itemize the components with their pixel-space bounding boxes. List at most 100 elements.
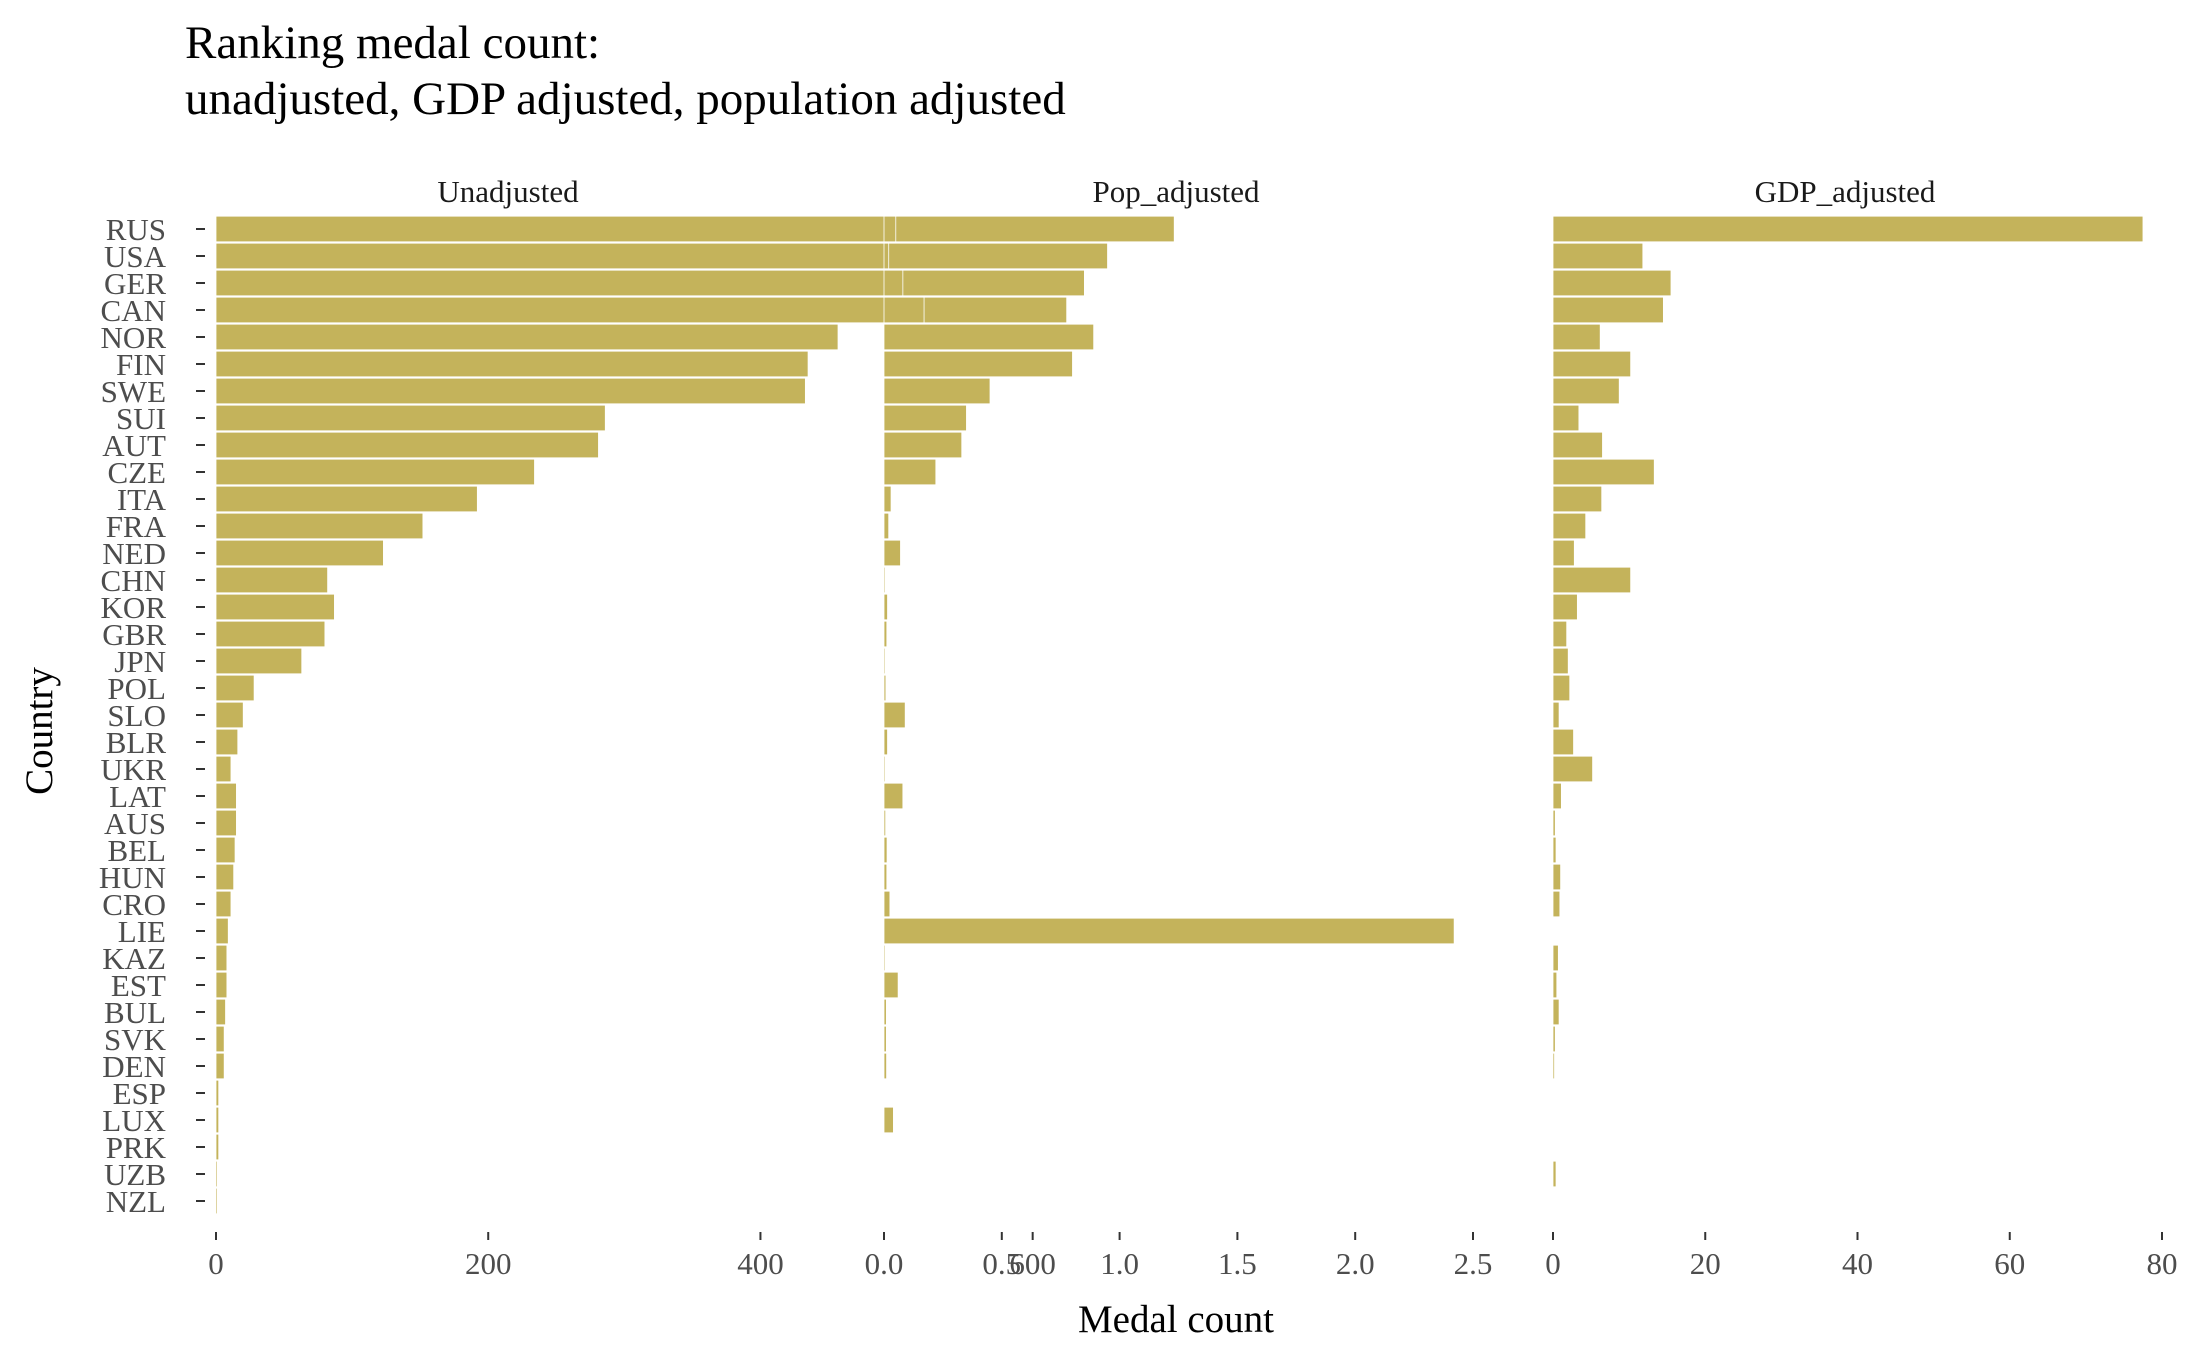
bar-unadjusted-den [215,1052,225,1080]
y-tick-label-aut: AUT [102,428,166,463]
bar-unadjusted-rus [215,215,1175,243]
y-tick-label-jpn: JPN [114,644,166,679]
bar-pop-adjusted-rus [883,215,897,243]
x-tick-label-pop-adjusted-0: 0.0 [865,1246,904,1281]
bar-gdp-adjusted-ukr [1552,755,1593,783]
bar-pop-adjusted-lat [883,782,904,810]
bar-gdp-adjusted-jpn [1552,647,1569,675]
bar-unadjusted-cro [215,890,232,918]
y-tick-label-cro: CRO [102,887,166,922]
bar-unadjusted-lat [215,782,237,810]
bar-unadjusted-nzl [215,1187,218,1215]
x-tick-label-pop-adjusted-4: 2.0 [1336,1246,1375,1281]
bar-unadjusted-ned [215,539,384,567]
y-tick-label-nzl: NZL [106,1184,166,1219]
bar-gdp-adjusted-aus [1552,809,1556,837]
bar-pop-adjusted-aus [883,809,887,837]
bar-unadjusted-aut [215,431,599,459]
y-tick-label-blr: BLR [106,725,167,760]
x-tick-label-unadjusted-3: 600 [1009,1246,1056,1281]
x-tick-label-unadjusted-0: 0 [208,1246,224,1281]
bar-pop-adjusted-swe [883,377,991,405]
bar-unadjusted-bul [215,998,226,1026]
bar-gdp-adjusted-esp [1552,1079,1555,1107]
bar-unadjusted-blr [215,728,239,756]
y-tick-label-pol: POL [107,671,166,706]
x-axis-title: Medal count [1078,1298,1274,1341]
bar-gdp-adjusted-kaz [1552,944,1559,972]
y-tick-label-lie: LIE [118,914,166,949]
y-tick-label-usa: USA [104,239,167,274]
bar-pop-adjusted-slo [883,701,906,729]
panel-gdp-adjusted: GDP_adjusted 0 20 40 60 80 [1545,174,2177,1281]
bar-gdp-adjusted-den [1552,1052,1555,1080]
bar-unadjusted-can [215,296,1068,324]
y-tick-label-fra: FRA [106,509,167,544]
bar-pop-adjusted-est [883,971,899,999]
bar-pop-adjusted-gbr [883,620,888,648]
bar-pop-adjusted-bel [883,836,888,864]
x-tick-label-gdp-adjusted-4: 80 [2147,1246,2178,1281]
bar-pop-adjusted-esp [883,1079,886,1107]
bar-unadjusted-svk [215,1025,225,1053]
bar-unadjusted-hun [215,863,235,891]
y-tick-label-lux: LUX [102,1103,166,1138]
bar-gdp-adjusted-pol [1552,674,1571,702]
bar-gdp-adjusted-ita [1552,485,1603,513]
panel-strip-unadjusted: Unadjusted [437,174,579,209]
bar-gdp-adjusted-sui [1552,404,1580,432]
bar-unadjusted-lie [215,917,229,945]
bar-gdp-adjusted-rus [1552,215,2144,243]
bar-gdp-adjusted-swe [1552,377,1620,405]
panel-pop-adjusted: Pop_adjusted 0.0 0.5 1.0 1.5 2.0 2.5 [865,174,1493,1281]
bar-unadjusted-usa [215,242,1108,270]
y-tick-label-ita: ITA [117,482,167,517]
bar-gdp-adjusted-cro [1552,890,1561,918]
bar-unadjusted-ita [215,485,478,513]
bar-unadjusted-ger [215,269,1085,297]
y-tick-label-svk: SVK [104,1022,167,1057]
y-tick-label-kaz: KAZ [102,941,166,976]
bar-gdp-adjusted-fra [1552,512,1587,540]
y-tick-label-can: CAN [101,293,166,328]
bar-unadjusted-kor [215,593,335,621]
x-tick-label-pop-adjusted-1: 0.5 [982,1246,1021,1281]
bar-unadjusted-fra [215,512,424,540]
bar-unadjusted-prk [215,1133,220,1161]
y-tick-label-den: DEN [102,1049,166,1084]
bar-pop-adjusted-bul [883,998,887,1026]
bar-pop-adjusted-usa [883,242,890,270]
bar-unadjusted-chn [215,566,329,594]
bar-gdp-adjusted-cze [1552,458,1655,486]
bar-pop-adjusted-pol [883,674,887,702]
bar-unadjusted-aus [215,809,237,837]
x-tick-label-gdp-adjusted-0: 0 [1545,1246,1561,1281]
y-tick-label-prk: PRK [106,1130,167,1165]
bar-pop-adjusted-ned [883,539,901,567]
y-tick-label-gbr: GBR [102,617,166,652]
bar-unadjusted-slo [215,701,244,729]
bar-pop-adjusted-blr [883,728,888,756]
y-tick-label-esp: ESP [113,1076,166,1111]
x-tick-label-unadjusted-1: 200 [465,1246,512,1281]
bar-gdp-adjusted-usa [1552,242,1644,270]
bar-pop-adjusted-nor [883,323,1095,351]
bar-unadjusted-sui [215,404,606,432]
bar-pop-adjusted-can [883,296,925,324]
bar-gdp-adjusted-fin [1552,350,1632,378]
bar-gdp-adjusted-uzb [1552,1160,1557,1188]
bar-unadjusted-swe [215,377,806,405]
bar-gdp-adjusted-chn [1552,566,1632,594]
x-tick-label-gdp-adjusted-1: 20 [1690,1246,1721,1281]
y-tick-label-chn: CHN [101,563,166,598]
bar-gdp-adjusted-est [1552,971,1558,999]
x-tick-label-unadjusted-2: 400 [737,1246,784,1281]
bar-gdp-adjusted-gbr [1552,620,1568,648]
y-tick-label-ger: GER [104,266,166,301]
bar-gdp-adjusted-nzl [1552,1187,1555,1215]
y-axis-title: Country [18,667,61,795]
bar-pop-adjusted-chn [883,566,886,594]
bar-unadjusted-cze [215,458,535,486]
